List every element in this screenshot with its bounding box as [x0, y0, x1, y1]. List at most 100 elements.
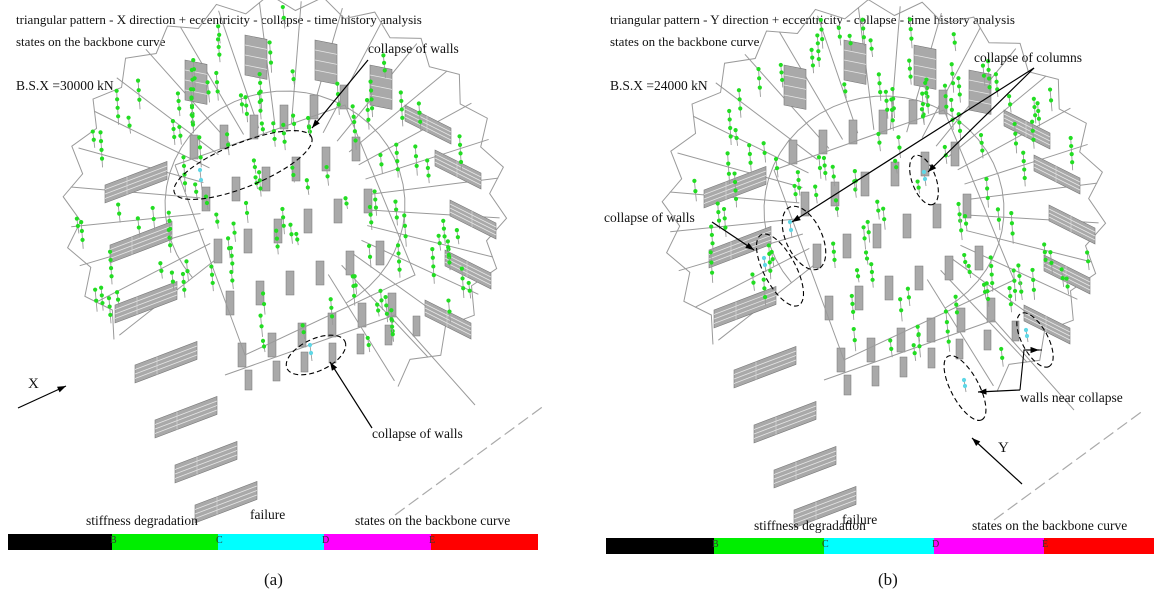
- plastic-hinge-dot: [441, 226, 447, 231]
- plastic-hinge-dot: [815, 41, 820, 46]
- caption-a: (a): [264, 570, 283, 589]
- plastic-hinge-dot: [1065, 284, 1070, 289]
- plastic-hinge-dot: [399, 98, 404, 104]
- pier-wall: [800, 191, 810, 217]
- column-line: [168, 212, 172, 238]
- plastic-hinge-dot: [884, 98, 889, 103]
- plastic-hinge-dot: [888, 338, 893, 343]
- plastic-hinge-dot: [813, 184, 818, 189]
- plastic-hinge-dot: [365, 335, 370, 341]
- plastic-hinge-dot: [866, 230, 871, 235]
- column-line: [330, 299, 334, 325]
- plastic-hinge-dot: [792, 183, 797, 189]
- wall-course-line: [773, 450, 837, 475]
- column-line: [403, 215, 407, 247]
- column-line: [258, 172, 262, 197]
- column-line: [980, 135, 984, 159]
- outer-rim-frame: [661, 0, 1107, 392]
- plastic-hinge-dot: [861, 35, 866, 40]
- plastic-hinge-dot: [855, 274, 861, 279]
- column-line: [385, 297, 389, 323]
- wall-course-line: [104, 170, 168, 195]
- plastic-hinge-dot: [252, 164, 257, 170]
- annex-frame-outline: [823, 319, 1075, 411]
- plastic-hinge-dot: [996, 217, 1002, 222]
- wall-course-line: [713, 290, 777, 315]
- plastic-hinge-dot: [831, 241, 836, 246]
- wall-course-line: [404, 112, 452, 137]
- plastic-hinge-dot: [715, 201, 720, 206]
- highlight-ellipse: [755, 233, 805, 307]
- plastic-hinge-dot: [150, 205, 155, 211]
- column-line: [820, 19, 824, 49]
- plastic-hinge-dot: [259, 121, 264, 126]
- plastic-hinge-dot: [787, 219, 793, 225]
- wall-course-line: [114, 285, 178, 310]
- pier-wall: [974, 245, 984, 271]
- plastic-hinge-dot: [238, 93, 244, 98]
- pier-wall: [300, 351, 309, 373]
- plastic-hinge-dot: [1068, 135, 1073, 141]
- plastic-hinge-dot: [945, 329, 950, 334]
- plastic-hinge-dot: [414, 163, 419, 169]
- plastic-hinge-dot: [885, 107, 890, 112]
- plastic-hinge-dot: [924, 77, 929, 82]
- wall-course-line: [733, 359, 797, 384]
- column-line: [780, 64, 784, 88]
- column-line: [168, 229, 172, 253]
- column-line: [944, 85, 948, 118]
- plastic-hinge-dot: [400, 115, 405, 121]
- plastic-hinge-dot: [876, 208, 881, 213]
- frame-beam: [327, 274, 395, 382]
- plastic-hinge-dot: [966, 263, 971, 269]
- plastic-hinge-dot: [184, 259, 189, 264]
- wall-course-line: [104, 165, 168, 190]
- plastic-hinge-dot: [860, 17, 865, 22]
- plastic-hinge-dot: [301, 330, 306, 335]
- plastic-hinge-dot: [459, 266, 464, 271]
- legend-states-on-backbone: states on the backbone curve: [355, 513, 511, 528]
- wall-course-line: [434, 157, 482, 182]
- plastic-hinge-dot: [899, 308, 904, 313]
- plastic-hinge-dot: [291, 77, 296, 82]
- annotation-arrow-head: [57, 386, 66, 393]
- frame-beam: [778, 31, 844, 140]
- plastic-hinge-dot: [726, 171, 732, 176]
- plastic-hinge-dot: [766, 243, 771, 248]
- wall-course-line: [449, 203, 497, 228]
- pier-wall: [986, 297, 996, 323]
- plastic-hinge-dot: [1017, 273, 1022, 279]
- pier-wall: [824, 295, 834, 321]
- backbone-color-bar-b: B C D E: [606, 538, 1154, 554]
- plastic-hinge-dot: [214, 80, 220, 85]
- plastic-hinge-dot: [369, 106, 375, 111]
- wall-course-line: [424, 307, 472, 332]
- column-line: [182, 273, 186, 298]
- plastic-hinge-dot: [814, 192, 819, 198]
- annotation-arrow-line: [791, 67, 1035, 223]
- wall-course-line: [404, 116, 452, 141]
- wall-course-line: [114, 294, 178, 319]
- column-line: [1031, 121, 1035, 149]
- plastic-hinge-dot: [727, 108, 732, 114]
- plastic-hinge-dot: [1030, 119, 1035, 124]
- column-line: [281, 208, 285, 235]
- plastic-hinge-dot: [306, 115, 311, 121]
- plastic-hinge-dot: [136, 88, 141, 93]
- wall-course-line: [708, 235, 772, 260]
- direction-label-y: Y: [998, 440, 1009, 456]
- plastic-hinge-dot: [952, 40, 957, 45]
- inner-ring-frame: [763, 95, 1005, 309]
- pier-wall: [843, 374, 852, 396]
- plastic-hinge-dot: [108, 265, 114, 271]
- column-line: [269, 42, 273, 73]
- plastic-hinge-dot: [210, 280, 215, 286]
- annotation-collapse-of-walls-bottom: collapse of walls: [372, 426, 463, 441]
- plastic-hinge-dot: [137, 97, 142, 102]
- pier-wall: [854, 285, 864, 311]
- plastic-hinge-dot: [244, 210, 250, 216]
- plastic-hinge-dot: [1042, 250, 1047, 255]
- plastic-hinge-dot: [307, 342, 313, 348]
- column-line: [137, 80, 141, 110]
- state-b-letter: B: [712, 539, 719, 550]
